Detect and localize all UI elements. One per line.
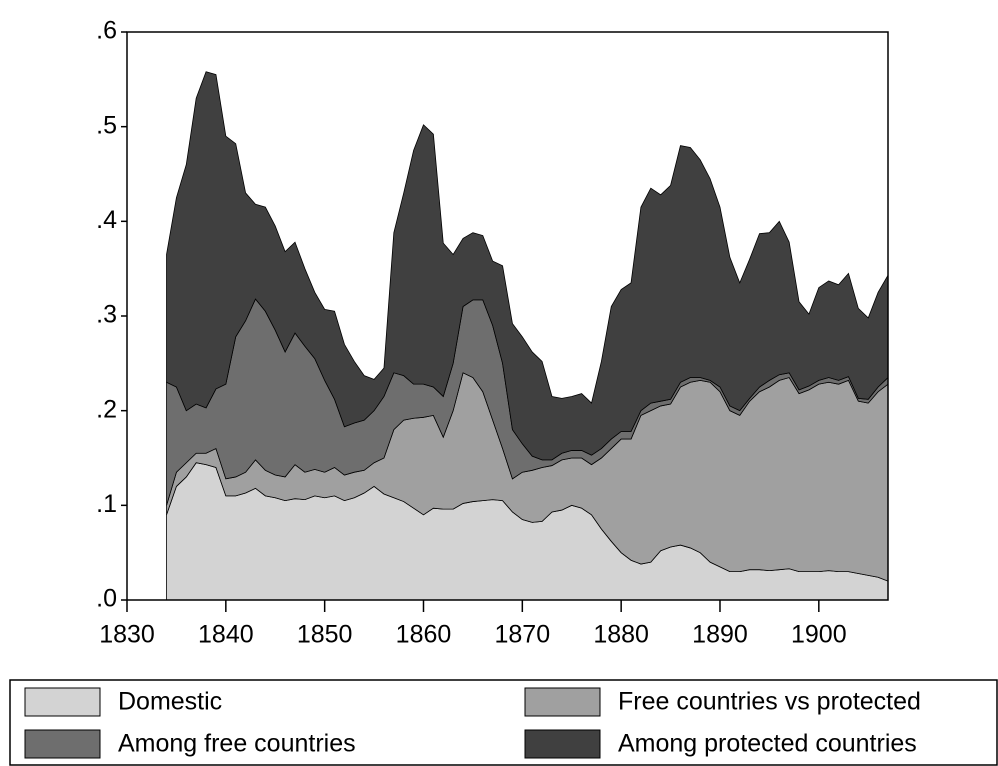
x-tick-label: 1860 bbox=[396, 621, 452, 649]
legend-label: Among protected countries bbox=[618, 730, 917, 758]
legend-label: Domestic bbox=[118, 688, 222, 716]
x-tick-label: 1890 bbox=[692, 621, 748, 649]
legend-label: Among free countries bbox=[118, 730, 356, 758]
legend-swatch bbox=[524, 729, 601, 759]
y-tick-label: .5 bbox=[96, 111, 117, 139]
legend-swatch bbox=[524, 687, 601, 717]
x-tick-label: 1850 bbox=[297, 621, 353, 649]
y-tick-label: .2 bbox=[96, 395, 117, 423]
x-tick-label: 1830 bbox=[99, 621, 155, 649]
x-tick-label: 1900 bbox=[791, 621, 847, 649]
legend-swatch bbox=[24, 687, 101, 717]
x-tick-label: 1840 bbox=[198, 621, 254, 649]
legend-swatch bbox=[24, 729, 101, 759]
y-tick-label: .4 bbox=[96, 206, 117, 234]
legend-box bbox=[9, 679, 998, 766]
y-tick-label: .3 bbox=[96, 301, 117, 329]
y-tick-label: .0 bbox=[96, 585, 117, 613]
legend-label: Free countries vs protected bbox=[618, 688, 921, 716]
x-tick-label: 1880 bbox=[593, 621, 649, 649]
y-tick-label: .1 bbox=[96, 490, 117, 518]
x-tick-label: 1870 bbox=[495, 621, 551, 649]
y-tick-label: .6 bbox=[96, 17, 117, 45]
